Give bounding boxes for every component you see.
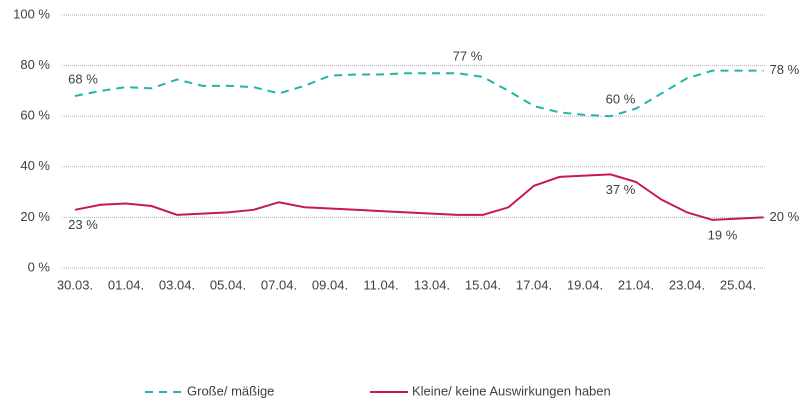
value-label: 60 % xyxy=(606,92,636,107)
x-tick-label: 30.03. xyxy=(57,277,93,292)
y-tick-label: 20 % xyxy=(20,209,50,224)
legend-label: Kleine/ keine Auswirkungen haben xyxy=(412,383,611,398)
value-label: 19 % xyxy=(708,227,738,242)
x-tick-label: 21.04. xyxy=(618,277,654,292)
series-line xyxy=(74,69,764,118)
x-tick-label: 23.04. xyxy=(669,277,705,292)
x-tick-label: 15.04. xyxy=(465,277,501,292)
y-tick-label: 80 % xyxy=(20,57,50,72)
x-tick-label: 25.04. xyxy=(720,277,756,292)
x-tick-label: 13.04. xyxy=(414,277,450,292)
x-tick-label: 09.04. xyxy=(312,277,348,292)
value-label: 37 % xyxy=(606,182,636,197)
x-tick-label: 17.04. xyxy=(516,277,552,292)
series-line xyxy=(74,173,764,221)
y-tick-label: 0 % xyxy=(28,259,51,274)
x-tick-label: 11.04. xyxy=(363,277,398,292)
x-tick-label: 01.04. xyxy=(108,277,144,292)
y-tick-label: 100 % xyxy=(13,6,50,21)
y-tick-label: 60 % xyxy=(20,108,50,123)
value-label: 23 % xyxy=(68,217,98,232)
x-tick-label: 05.04. xyxy=(210,277,246,292)
legend-label: Große/ mäßige xyxy=(187,383,274,398)
value-label: 68 % xyxy=(68,71,98,86)
x-tick-label: 07.04. xyxy=(261,277,297,292)
x-tick-label: 03.04. xyxy=(159,277,195,292)
value-label: 20 % xyxy=(770,209,800,224)
value-label: 78 % xyxy=(770,62,800,77)
y-tick-label: 40 % xyxy=(20,158,50,173)
x-tick-label: 19.04. xyxy=(567,277,603,292)
value-label: 77 % xyxy=(453,49,483,64)
